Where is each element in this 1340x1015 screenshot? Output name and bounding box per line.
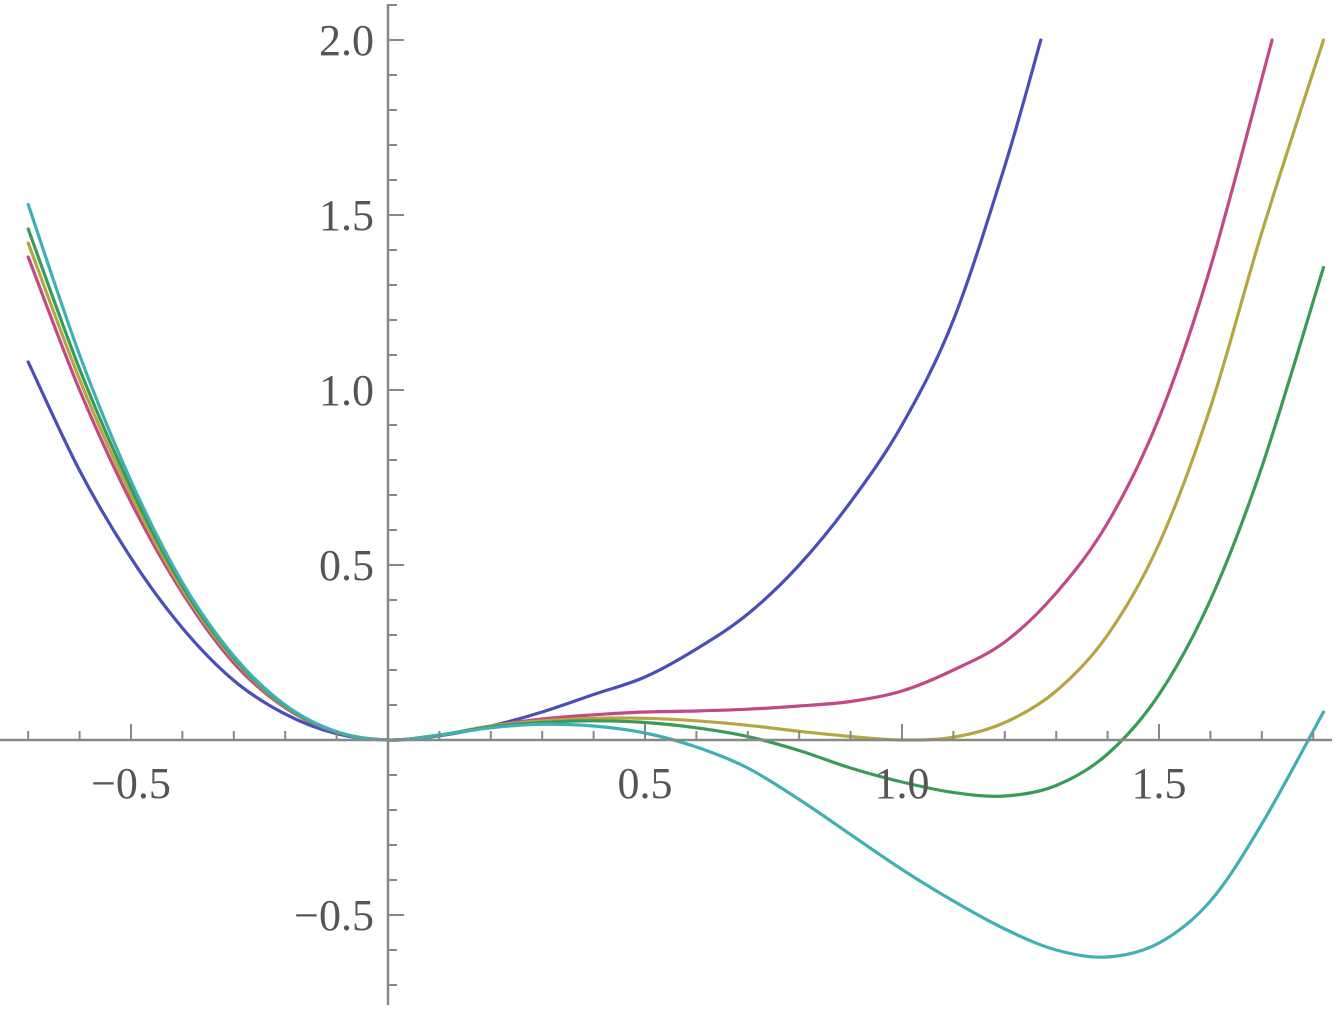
series-line-5	[26, 202, 1326, 959]
y-tick-label: −0.5	[294, 891, 374, 940]
y-ticks: −0.5 0.5 1.0 1.5 2.0	[294, 4, 404, 986]
axes-layer: −0.5 0.5 1.0 1.5 −0.5 0.5 1.0 1.5 2.0	[0, 4, 1332, 1005]
series-line-1	[26, 38, 1043, 742]
series-layer	[26, 38, 1326, 959]
x-tick-label: −0.5	[91, 759, 171, 808]
x-tick-label: 1.0	[875, 759, 930, 808]
series-line-2	[26, 38, 1274, 742]
y-tick-label: 0.5	[319, 541, 374, 590]
x-tick-label: 1.5	[1132, 759, 1187, 808]
x-ticks: −0.5 0.5 1.0 1.5	[27, 724, 1315, 808]
x-tick-label: 0.5	[618, 759, 673, 808]
y-tick-label: 2.0	[319, 16, 374, 65]
y-tick-label: 1.0	[319, 366, 374, 415]
series-line-3	[26, 38, 1326, 742]
y-tick-label: 1.5	[319, 191, 374, 240]
